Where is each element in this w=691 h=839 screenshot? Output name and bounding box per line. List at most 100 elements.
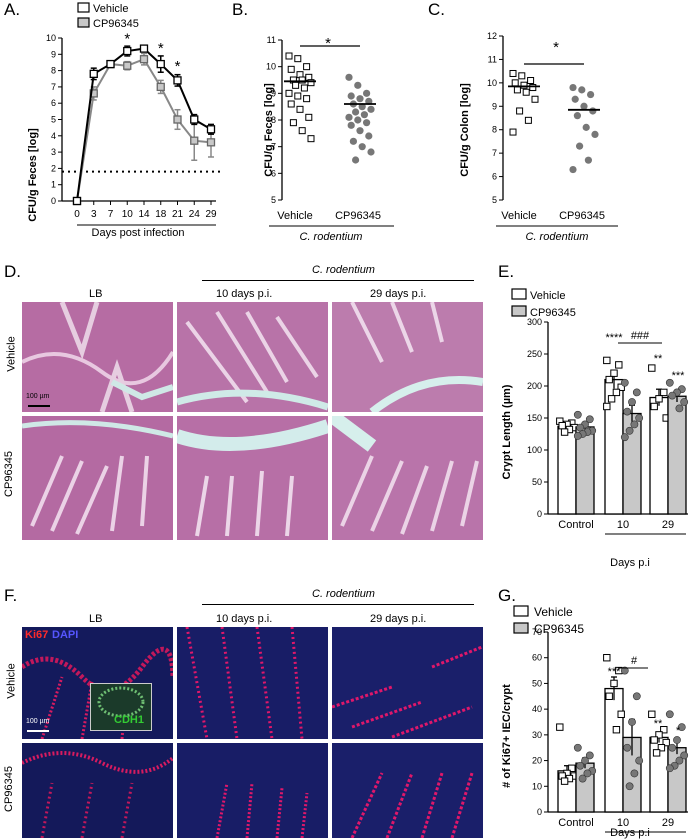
panel-b-point-vehicle: [298, 76, 306, 84]
panel-a-x-tick-label: 3: [91, 209, 97, 220]
panel-c-sig: *: [553, 39, 559, 56]
panel-g-point-cp96345: [630, 769, 639, 778]
panel-a-y-tick-label: 7: [51, 82, 56, 92]
panel-a-sig: *: [175, 58, 181, 75]
panel-g-point-cp96345: [583, 769, 592, 778]
panel-g-point-vehicle: [560, 777, 569, 785]
panel-c-point-vehicle: [513, 86, 521, 94]
panel-e-point-vehicle: [603, 402, 611, 411]
panel-b-y-tick-label: 5: [271, 195, 276, 205]
legend-a-vehicle: Vehicle: [93, 3, 128, 15]
panel-c-point-cp96345: [591, 130, 599, 138]
panel-a-chart: Vehicle CP96345 CFU/g Feces [log] Days p…: [27, 2, 222, 239]
panel-b-chart: CFU/g Feces [log] Vehicle CP96345 C. rod…: [263, 35, 394, 243]
panel-a-x-tick-label: 18: [155, 209, 167, 220]
panel-c-chart: CFU/g Colon [log] Vehicle CP96345 C. rod…: [459, 31, 618, 243]
panel-a-point: [123, 46, 132, 56]
panel-g-point-cp96345: [665, 764, 674, 773]
panel-d-col-29d: 29 days p.i.: [370, 288, 427, 300]
panel-d-row-cp96345: CP96345: [2, 451, 15, 497]
panel-e-y-tick-label: 0: [537, 509, 542, 519]
panel-a-y-tick-label: 6: [51, 98, 56, 108]
panel-c-point-vehicle: [527, 77, 535, 85]
panel-a-sig: *: [124, 30, 130, 47]
panel-a-x-tick-label: 7: [108, 209, 114, 220]
panel-f-col-lb: LB: [89, 613, 103, 625]
panel-g-point-vehicle: [650, 736, 658, 744]
if-inset: [90, 683, 152, 731]
panel-c-caption: C. rodentium: [526, 231, 589, 243]
panel-e-point-vehicle: [605, 375, 613, 384]
panel-b-point-cp96345: [349, 137, 357, 145]
panel-a-point: [139, 55, 149, 64]
if-cp96345-10d: [177, 743, 328, 838]
panel-b-point-cp96345: [352, 156, 360, 164]
panel-g-xlabel: Days p.i: [610, 827, 650, 839]
legend-g-vehicle-swatch: [513, 605, 529, 617]
panel-e-y-tick-label: 300: [527, 317, 542, 327]
panel-g-point-cp96345: [573, 743, 582, 752]
panel-g-y-tick-label: 30: [532, 730, 542, 740]
panel-e-point-cp96345: [675, 404, 684, 413]
legend-e-vehicle-swatch: [511, 288, 527, 300]
panel-g-sig: #: [631, 655, 638, 667]
panel-b-point-vehicle: [289, 119, 297, 127]
panel-b-sig: *: [325, 35, 331, 52]
legend-g-cp96345-swatch: [513, 622, 529, 634]
legend-e-cp96345-swatch: [511, 305, 527, 317]
panel-f-col-29d: 29 days p.i.: [370, 613, 427, 625]
panel-g-point-cp96345: [578, 774, 587, 783]
panel-a-point: [139, 44, 149, 53]
panel-a-y-tick-label: 0: [51, 196, 56, 206]
panel-a-point: [190, 115, 199, 124]
panel-c-point-cp96345: [569, 83, 577, 92]
if-inset-label: CDH1: [114, 714, 144, 726]
panel-c-point-cp96345: [578, 86, 586, 94]
panel-b-y-tick-label: 10: [266, 62, 276, 72]
panel-b-point-vehicle: [303, 95, 311, 103]
panel-g-point-cp96345: [632, 692, 641, 701]
panel-e-point-cp96345: [680, 398, 689, 406]
panel-label-a: A.: [4, 0, 21, 19]
panel-e-point-vehicle: [615, 361, 623, 369]
panel-g-y-tick-label: 10: [532, 781, 542, 791]
panel-e-category-label: 10: [617, 519, 629, 531]
panel-e-y-tick-label: 100: [527, 445, 542, 455]
panel-b-group-vehicle: Vehicle: [277, 210, 312, 222]
panel-a-y-tick-label: 1: [51, 180, 56, 190]
panel-e-xlabel: Days p.i: [610, 557, 650, 569]
panel-g-point-cp96345: [623, 743, 632, 752]
panel-b-point-cp96345: [356, 127, 364, 135]
panel-g-point-vehicle: [605, 692, 613, 700]
panel-e-point-vehicle: [610, 369, 618, 377]
panel-label-c: C.: [428, 0, 445, 19]
panel-g-point-cp96345: [677, 723, 686, 732]
panel-b-point-vehicle: [300, 84, 308, 92]
panel-e-point-cp96345: [625, 426, 634, 435]
panel-a-point: [156, 82, 165, 92]
panel-a-point: [123, 61, 132, 70]
panel-b-y-tick-label: 9: [271, 88, 276, 98]
panel-c-y-tick-label: 8: [492, 125, 497, 135]
panel-g-point-vehicle: [662, 738, 670, 747]
histology-cp96345-lb: [22, 416, 173, 540]
panel-c-point-cp96345: [589, 107, 597, 115]
panel-c-ylabel: CFU/g Colon [log]: [459, 83, 471, 177]
panel-g-chart: Vehicle CP96345 # of Ki67+ IEC/crypt Day…: [501, 605, 689, 839]
panel-e-point-vehicle: [560, 428, 569, 436]
panel-b-point-cp96345: [354, 116, 362, 124]
panel-e-ylabel: Crypt Length (µm): [501, 384, 513, 479]
panel-a-point: [106, 59, 115, 69]
panel-label-b: B.: [232, 0, 249, 19]
panel-e-sig: ###: [631, 330, 650, 342]
histology-vehicle-lb: [22, 302, 173, 412]
panel-b-plot: 5 6 7 8 9 10 11: [266, 35, 376, 205]
panel-e-bar-cp96345: [667, 395, 687, 515]
panel-b-y-tick-label: 6: [271, 168, 276, 178]
panel-g-point-cp96345: [665, 710, 674, 719]
panel-c-point-vehicle: [522, 88, 530, 96]
legend-a-cp96345: CP96345: [93, 18, 139, 30]
